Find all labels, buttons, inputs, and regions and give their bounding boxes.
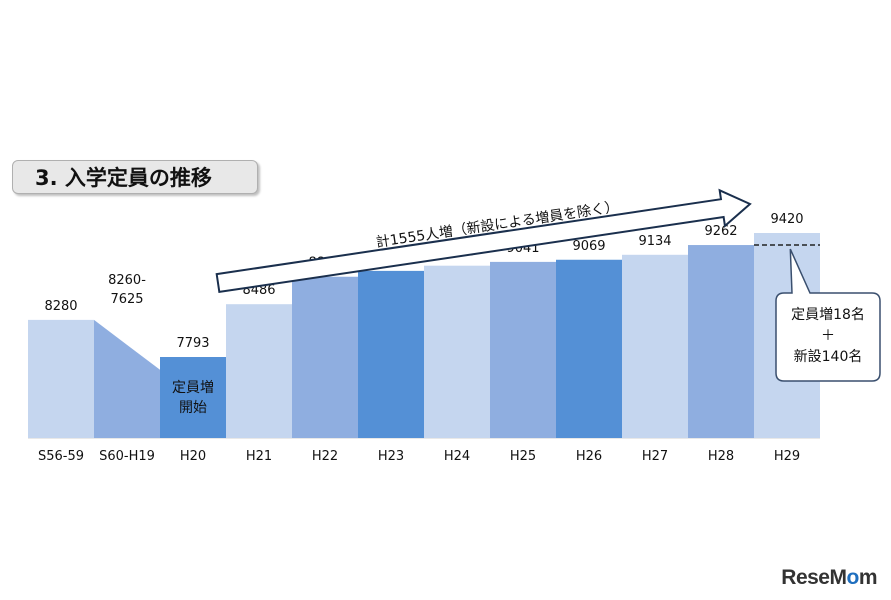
resemom-logo: ReseMom [781,566,877,589]
category-label: H28 [708,449,734,464]
value-label: 7793 [176,336,209,351]
bar-H28 [688,245,754,438]
bar-H24 [424,265,490,438]
category-label: S56-59 [38,449,84,464]
callout-text: 新設140名 [794,349,863,365]
value-label: 8280 [44,299,77,314]
bar-H25 [490,261,556,438]
callout-text: ＋ [821,328,835,344]
bar-H23 [358,270,424,438]
page-title: 3. 入学定員の推移 [12,160,258,194]
value-label: 9420 [770,212,803,227]
value-label: 7625 [110,292,143,307]
bar-S56-59 [28,319,94,438]
callout-text: 定員増18名 [791,307,865,323]
bar-H22 [292,276,358,438]
bar-S60-H19 [94,319,160,438]
bar-annotation: 開始 [179,400,207,416]
bar-annotation: 定員増 [172,380,214,396]
callout-bubble [775,248,881,382]
category-label: H24 [444,449,470,464]
bar-H27 [622,254,688,438]
increase-arrow [215,188,752,294]
category-label: H20 [180,449,206,464]
category-label: H27 [642,449,668,464]
category-label: H22 [312,449,338,464]
category-label: S60-H19 [99,449,155,464]
category-label: H29 [774,449,800,464]
value-label: 9134 [638,234,671,249]
category-label: H23 [378,449,404,464]
bar-H21 [226,304,292,438]
value-label: 9069 [572,239,605,254]
category-label: H26 [576,449,602,464]
value-label: 8260- [108,273,146,288]
category-label: H25 [510,449,536,464]
category-label: H21 [246,449,272,464]
bar-H26 [556,259,622,438]
value-label: 9262 [704,224,737,239]
bar-H20 [160,357,226,438]
